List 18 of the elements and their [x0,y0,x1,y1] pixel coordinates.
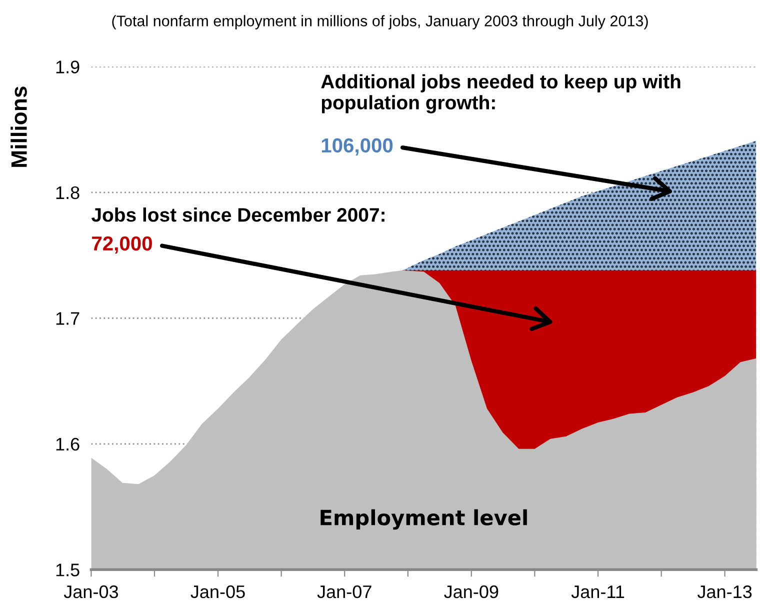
series-label: Employment level [320,509,527,530]
annotation: 106,000 [322,138,393,156]
y-tick-label: 1.7 [56,312,80,325]
annotation: 72,000 [92,236,152,254]
chart-subtitle: (Total nonfarm employment in millions of jobs, January 2003 through July 2013) [112,15,648,30]
y-tick-label: 1.6 [56,438,80,451]
y-tick-label: 1.9 [56,60,80,74]
y-tick-label: 1.5 [56,564,80,576]
x-tick-label: Jan-05 [190,585,245,598]
x-tick-label: Jan-09 [444,585,498,598]
x-tick-label: Jan-07 [317,585,372,598]
y-axis-title: Millions [10,86,27,167]
x-tick-label: Jan-11 [571,586,624,598]
text: Jobs lost since December 2007: [91,207,384,222]
text: Additional jobs needed to keep up with population growth: [321,74,680,114]
y-tick-label: 1.8 [56,186,80,200]
x-tick-label: Jan-03 [64,585,118,598]
x-tick-label: Jan-13 [697,585,752,598]
